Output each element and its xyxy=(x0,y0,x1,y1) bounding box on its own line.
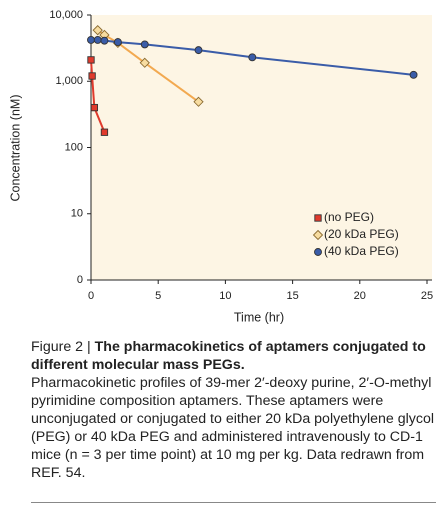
x-tick-label: 10 xyxy=(219,290,231,302)
data-point xyxy=(194,46,203,55)
data-point xyxy=(88,72,96,80)
y-axis-label: Concentration (nM) xyxy=(8,95,22,202)
caption-label: Figure 2 | xyxy=(31,339,95,355)
x-tick-label: 25 xyxy=(421,290,433,302)
legend-label: (20 kDa PEG) xyxy=(324,227,399,241)
x-tick-label: 15 xyxy=(286,290,298,302)
y-tick-label: 10 xyxy=(71,208,83,220)
data-point xyxy=(193,96,204,107)
caption: Figure 2 | The pharmacokinetics of aptam… xyxy=(31,338,441,482)
y-tick-label: 100 xyxy=(65,141,83,153)
legend-label: (40 kDa PEG) xyxy=(324,244,399,258)
chart: Concentration (nM) Time (hr) 0101001,000… xyxy=(8,9,433,324)
data-point xyxy=(87,36,95,44)
y-tick-label: 0 xyxy=(77,274,83,286)
series-line xyxy=(90,59,106,133)
legend-label: (no PEG) xyxy=(324,210,374,224)
legend-marker xyxy=(314,248,322,256)
x-axis-label: Time (hr) xyxy=(234,310,284,324)
data-point xyxy=(100,128,109,136)
data-point xyxy=(113,38,122,47)
data-point xyxy=(92,25,103,36)
x-tick-label: 0 xyxy=(88,290,94,302)
data-point xyxy=(139,57,150,68)
data-point xyxy=(409,70,418,79)
data-point xyxy=(248,53,257,62)
legend-marker xyxy=(314,214,322,222)
x-tick-label: 5 xyxy=(155,290,161,302)
data-point xyxy=(100,36,109,45)
rule xyxy=(31,502,436,503)
caption-body: Pharmacokinetic profiles of 39-mer 2′-de… xyxy=(31,375,435,481)
x-tick-label: 20 xyxy=(354,290,366,302)
data-point xyxy=(87,56,95,64)
y-tick-label: 1,000 xyxy=(55,75,83,87)
y-tick-label: 10,000 xyxy=(49,9,83,21)
legend-marker xyxy=(312,229,324,241)
data-point xyxy=(140,40,149,49)
caption-title: The pharmacokinetics of aptamers conjuga… xyxy=(31,339,426,373)
data-point xyxy=(93,36,102,44)
data-point xyxy=(90,103,99,112)
